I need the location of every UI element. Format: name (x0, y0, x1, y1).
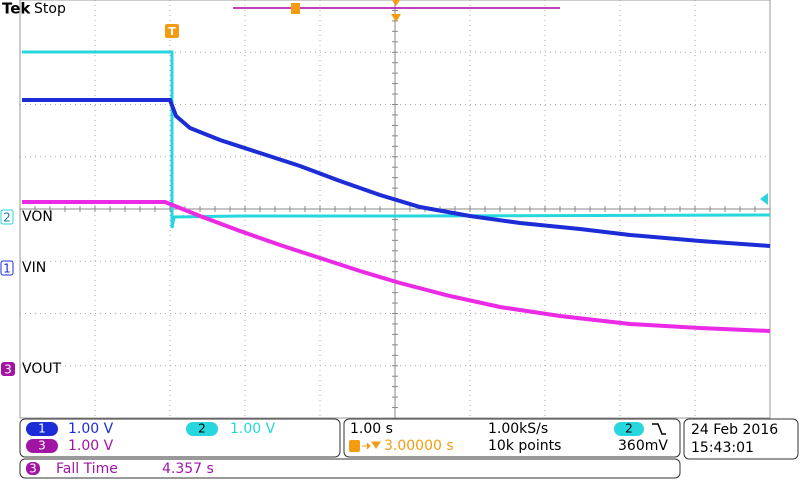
ch1-badge-number: 1 (38, 422, 46, 436)
ch1-badge (26, 422, 58, 436)
ch3-label: VOUT (22, 361, 62, 377)
trigger-level-marker (760, 193, 768, 205)
trigger-source-badge (614, 422, 644, 436)
ch1-scale: 1.00 V (68, 421, 114, 437)
trigger-marker: T (168, 25, 176, 38)
trigger-position: 3.00000 s (384, 438, 454, 454)
time: 15:43:01 (691, 440, 754, 456)
ch1-marker (0, 260, 14, 276)
graticule (19, 0, 771, 419)
measurement-value: 4.357 s (162, 461, 214, 477)
ch3-number: 3 (4, 363, 12, 377)
date: 24 Feb 2016 (691, 422, 778, 438)
record-trigger-marker (291, 3, 300, 14)
ch1-number: 1 (3, 262, 11, 276)
measurement-channel: 3 (29, 462, 37, 476)
delay-marker (392, 0, 400, 6)
delay-icon (349, 440, 360, 452)
run-status: Stop (34, 1, 66, 17)
ch2-badge (186, 422, 218, 436)
horizontal-panel (343, 418, 681, 458)
timestamp-panel (683, 418, 799, 460)
ch2-badge-number: 2 (198, 422, 206, 436)
ch2-label: VON (22, 209, 53, 225)
ch2-number: 2 (3, 211, 11, 225)
ch3-scale: 1.00 V (68, 438, 114, 454)
measurement-name: Fall Time (56, 461, 118, 477)
measurement-badge (26, 462, 40, 475)
trigger-level: 360mV (618, 438, 668, 454)
trace-ch1 (22, 98, 771, 248)
measurement-panel (19, 458, 681, 479)
time-scale: 1.00 s (350, 421, 393, 437)
trace-ch2 (22, 50, 771, 229)
ch2-scale: 1.00 V (230, 421, 276, 437)
brand: Tek (2, 0, 31, 18)
record-length: 10k points (488, 438, 561, 454)
vertical-panel (19, 418, 341, 458)
center-marker (391, 14, 401, 22)
ch2-marker (0, 209, 14, 225)
falling-edge-icon (652, 423, 666, 435)
delay-arrow (362, 441, 381, 450)
trace-ch3 (22, 200, 771, 333)
sample-rate: 1.00kS/s (488, 421, 548, 437)
trigger-source: 2 (625, 422, 633, 436)
ch1-label: VIN (22, 260, 46, 276)
ch3-badge-number: 3 (38, 439, 46, 453)
ch3-badge (26, 439, 58, 453)
ch3-marker (1, 362, 15, 376)
trigger-marker-box (165, 24, 179, 38)
